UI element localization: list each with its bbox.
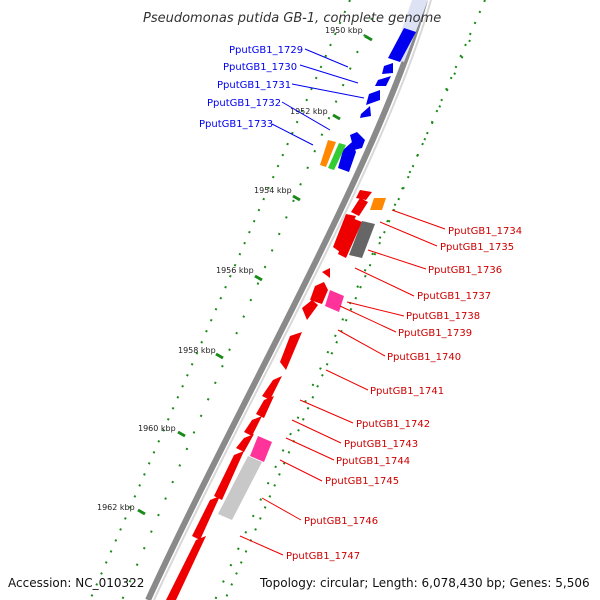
genome-backbone-highlight — [153, 0, 432, 600]
gene-pputgb1-1744[interactable] — [236, 434, 254, 452]
forward-leaders — [271, 48, 365, 146]
gene-label-1735[interactable]: PputGB1_1735 — [440, 242, 514, 253]
forward-genes — [338, 28, 416, 172]
outer-track-left — [89, 0, 351, 600]
reverse-genes — [166, 190, 372, 600]
gene-label-1744[interactable]: PputGB1_1744 — [336, 456, 410, 467]
feature-orange-right — [370, 198, 386, 210]
tick-label: 1960 kbp — [138, 424, 176, 433]
gene-pputgb1-1742[interactable] — [256, 396, 274, 418]
gene-pputgb1-1737[interactable] — [322, 268, 330, 278]
gene-pputgb1-1735[interactable] — [351, 198, 368, 216]
gene-label-1737[interactable]: PputGB1_1737 — [417, 291, 491, 302]
tick-mark — [292, 194, 301, 202]
feature-dark-gray — [349, 221, 375, 258]
tick-marks — [137, 34, 373, 516]
gene-label-1734[interactable]: PputGB1_1734 — [448, 226, 522, 237]
tick-label: 1952 kbp — [290, 107, 328, 116]
gene-label-1729[interactable]: PputGB1_1729 — [229, 45, 303, 56]
tick-label: 1956 kbp — [216, 266, 254, 275]
genome-backbone — [145, 0, 428, 600]
topology-text: Topology: circular; Length: 6,078,430 bp… — [259, 576, 590, 590]
gene-pputgb1-1738[interactable] — [310, 282, 328, 304]
tick-labels: 1950 kbp 1952 kbp 1954 kbp 1956 kbp 1958… — [97, 26, 363, 512]
tick-mark — [215, 352, 224, 360]
feature-orange — [320, 140, 336, 167]
gene-label-1747[interactable]: PputGB1_1747 — [286, 551, 360, 562]
gene-label-1739[interactable]: PputGB1_1739 — [398, 328, 472, 339]
map-title: Pseudomonas putida GB-1, complete genome — [143, 11, 441, 26]
gene-pputgb1-1745[interactable] — [214, 451, 244, 500]
gene-pputgb1-1733[interactable] — [350, 132, 365, 150]
gene-pputgb1-1730[interactable] — [375, 76, 391, 86]
gene-label-1733[interactable]: PputGB1_1733 — [199, 119, 273, 130]
gene-pputgb1-1728[interactable] — [388, 28, 416, 62]
tick-mark — [364, 34, 373, 42]
feature-pink — [325, 290, 344, 312]
feature-light-gray — [218, 456, 262, 520]
gene-pputgb1-1747[interactable] — [166, 536, 206, 600]
forward-labels: PputGB1_1729 PputGB1_1730 PputGB1_1731 P… — [199, 45, 303, 130]
tick-label: 1950 kbp — [325, 26, 363, 35]
accession-text: Accession: NC_010322 — [8, 576, 144, 590]
gene-pputgb1-1743[interactable] — [244, 416, 262, 436]
feature-pink-2 — [250, 436, 272, 462]
tick-label: 1954 kbp — [254, 186, 292, 195]
gene-label-1740[interactable]: PputGB1_1740 — [387, 352, 461, 363]
feature-green — [328, 143, 346, 170]
gene-pputgb1-1732[interactable] — [360, 106, 371, 118]
gene-label-1741[interactable]: PputGB1_1741 — [370, 386, 444, 397]
tick-mark — [332, 113, 341, 121]
gene-pputgb1-1734[interactable] — [356, 190, 372, 200]
gene-label-1743[interactable]: PputGB1_1743 — [344, 439, 418, 450]
gene-pputgb1-1733b[interactable] — [338, 142, 356, 172]
gene-label-1730[interactable]: PputGB1_1730 — [223, 62, 297, 73]
gene-pputgb1-1731[interactable] — [366, 90, 380, 105]
gene-pputgb1-1740[interactable] — [280, 332, 302, 370]
gene-label-1746[interactable]: PputGB1_1746 — [304, 516, 378, 527]
gene-label-1731[interactable]: PputGB1_1731 — [217, 80, 291, 91]
tick-mark — [254, 274, 263, 282]
gene-label-1738[interactable]: PputGB1_1738 — [406, 311, 480, 322]
gene-label-1745[interactable]: PputGB1_1745 — [325, 476, 399, 487]
tick-mark — [137, 508, 146, 516]
outer-track-right — [224, 0, 486, 600]
gene-pputgb1-1736b[interactable] — [338, 218, 362, 258]
gene-label-1742[interactable]: PputGB1_1742 — [356, 419, 430, 430]
tick-mark — [177, 430, 186, 438]
reverse-leaders — [239, 209, 446, 556]
gene-label-1736[interactable]: PputGB1_1736 — [428, 265, 502, 276]
gene-pputgb1-1746[interactable] — [192, 496, 220, 540]
inner-track-right — [214, 39, 471, 600]
gene-pputgb1-1729[interactable] — [382, 63, 393, 74]
gene-label-1732[interactable]: PputGB1_1732 — [207, 98, 281, 109]
tick-label: 1962 kbp — [97, 503, 135, 512]
reverse-labels: PputGB1_1734 PputGB1_1735 PputGB1_1736 P… — [286, 226, 522, 562]
gene-pputgb1-1741[interactable] — [262, 376, 282, 400]
tick-label: 1958 kbp — [178, 346, 216, 355]
gene-pputgb1-1739[interactable] — [302, 300, 318, 320]
